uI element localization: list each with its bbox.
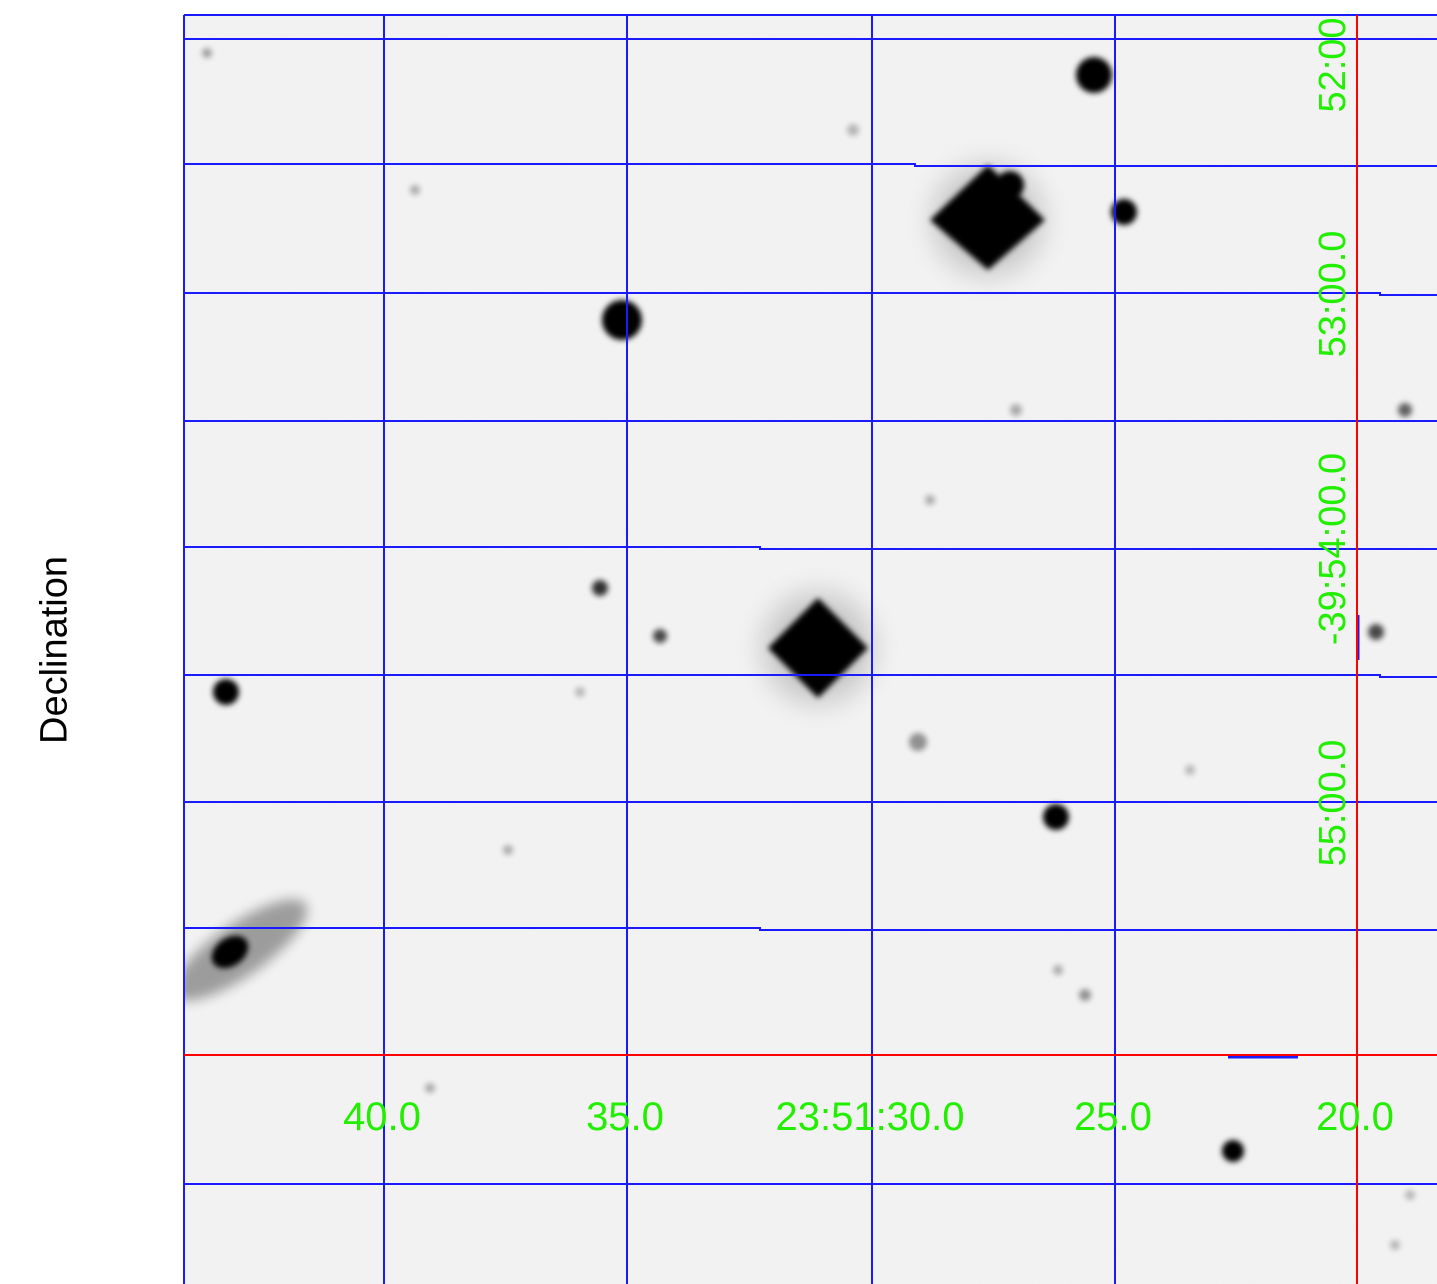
faint-star	[202, 48, 212, 58]
ra-tick-label: 23:51:30.0	[775, 1095, 964, 1139]
reference-axes	[184, 15, 1437, 1284]
faint-star	[1390, 1240, 1400, 1250]
star	[1043, 804, 1069, 830]
faint-star	[425, 1083, 435, 1093]
ra-labels: 40.0 35.0 23:51:30.0 25.0 20.0	[343, 1095, 1394, 1139]
star	[1111, 199, 1137, 225]
dec-tick-label: 53:00.0	[1312, 231, 1354, 358]
ra-tick-label: 35.0	[586, 1095, 664, 1139]
faint-star	[592, 580, 608, 596]
ra-tick-label: 25.0	[1074, 1095, 1152, 1139]
faint-star	[1368, 624, 1384, 640]
coordinate-grid	[183, 14, 1437, 1284]
faint-star	[503, 845, 513, 855]
dec-tick-label: 52:00	[1312, 17, 1354, 112]
faint-star	[847, 124, 859, 136]
galaxy	[183, 899, 308, 1001]
faint-star	[653, 629, 667, 643]
ra-tick-label: 40.0	[343, 1095, 421, 1139]
faint-star	[1079, 989, 1091, 1001]
faint-star	[925, 495, 935, 505]
dec-tick-label: -39:54:00.0	[1312, 453, 1354, 645]
dec-labels: 52:00 53:00.0 -39:54:00.0 55:00.0	[1312, 17, 1354, 866]
dec-tick-label: 55:00.0	[1312, 740, 1354, 867]
bright-star-upper	[800, 60, 1120, 390]
faint-star	[1398, 403, 1412, 417]
faint-star	[1010, 404, 1022, 416]
star	[1222, 1140, 1244, 1162]
faint-star	[909, 733, 927, 751]
faint-star	[1405, 1190, 1415, 1200]
star	[213, 679, 239, 705]
star	[1076, 57, 1112, 93]
ra-tick-label: 20.0	[1316, 1095, 1394, 1139]
faint-star	[410, 185, 420, 195]
star	[602, 260, 642, 380]
faint-star	[1185, 765, 1195, 775]
faint-star	[1053, 965, 1063, 975]
faint-star	[575, 687, 585, 697]
